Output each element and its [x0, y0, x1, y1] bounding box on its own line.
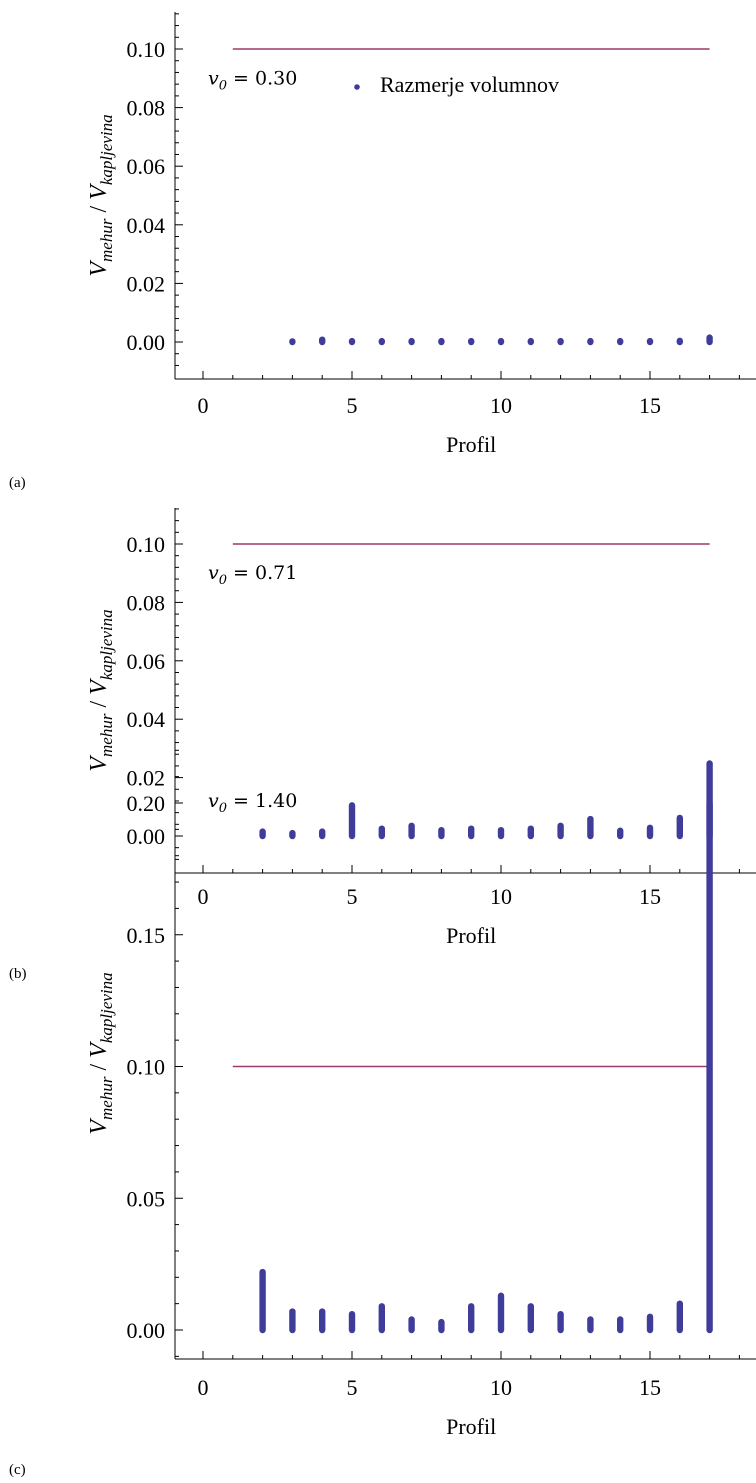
v0-annotation: v0 = 1.40 [208, 790, 297, 816]
data-point-stack [259, 828, 266, 840]
y-tick-label: 0.10 [127, 532, 166, 557]
y-tick-label: 0.08 [127, 96, 166, 121]
y-tick-label: 0.20 [127, 791, 166, 816]
y-tick-label: 0.00 [127, 330, 166, 355]
data-point-stack [468, 825, 475, 840]
y-tick-label: 0.04 [127, 707, 166, 732]
data-point-stack [646, 337, 654, 346]
panel-label: (c) [9, 1462, 26, 1478]
data-point-stack [676, 814, 683, 840]
x-tick-label: 15 [639, 393, 661, 418]
v0-annotation: v0 = 0.30 [208, 67, 297, 93]
data-point-stack [557, 1310, 564, 1334]
x-tick-label: 15 [639, 1375, 661, 1400]
data-point-stack [378, 1303, 385, 1334]
x-tick-label: 10 [490, 393, 512, 418]
x-tick-label: 5 [347, 884, 358, 909]
legend-marker [354, 84, 360, 90]
data-point-stack [557, 822, 564, 840]
y-tick-label: 0.04 [127, 213, 166, 238]
y-tick-label: 0.00 [127, 1318, 166, 1343]
data-point-stack [468, 337, 475, 346]
data-point-stack [289, 829, 296, 840]
y-tick-label: 0.05 [127, 1186, 166, 1211]
data-point-stack [348, 337, 356, 346]
svg-text:Vmehur / Vkapljevina: Vmehur / Vkapljevina [86, 114, 116, 276]
data-point-stack [319, 336, 326, 346]
chart-panel-b: 0.00 0.02 0.04 0.06 0.08 0.10 0 5 10 15 Profil Vmeh… [9, 508, 756, 982]
data-point-stack [378, 825, 385, 840]
panel-label: (a) [9, 475, 26, 491]
data-point-stack [527, 1303, 534, 1334]
data-point-stack [408, 337, 415, 346]
data-point-stack [646, 1313, 654, 1334]
data-point-stack [676, 337, 683, 346]
data-point-stack [408, 822, 415, 840]
data-point-stack [587, 1316, 594, 1334]
y-axis-label: Vmehur / Vkapljevina [86, 609, 116, 771]
data-point-stack [289, 1308, 296, 1334]
y-tick-label: 0.10 [127, 37, 166, 62]
data-point-stack [319, 828, 326, 840]
legend-label: Razmerje volumnov [380, 72, 559, 97]
data-point-stack [497, 826, 505, 840]
data-point-stack [646, 824, 654, 840]
x-tick-label: 0 [198, 393, 209, 418]
y-axis-label: Vmehur / Vkapljevina [86, 972, 116, 1134]
x-axis-label: Profil [446, 1414, 496, 1439]
x-tick-label: 10 [490, 884, 512, 909]
y-tick-label: 0.02 [127, 271, 166, 296]
y-tick-label: 0.08 [127, 590, 166, 615]
data-point-stack [497, 1292, 505, 1334]
svg-text:Vmehur / Vkapljevina: Vmehur / Vkapljevina [86, 972, 116, 1134]
x-axis-label: Profil [446, 432, 496, 457]
y-tick-label: 0.02 [127, 766, 166, 791]
data-point-stack [617, 1316, 624, 1334]
chart-panel-c: 0.00 0.05 0.10 0.15 0.20 0 5 10 15 Profil Vmehur /… [9, 748, 756, 1478]
data-point-stack [438, 337, 445, 346]
data-point-stack [557, 337, 564, 346]
data-point-stack [587, 337, 594, 346]
data-point-stack [348, 802, 356, 840]
chart-panel-a: 0.00 0.02 0.04 0.06 0.08 0.10 0 5 10 15 Profil Vmeh… [9, 12, 756, 491]
data-point-stack [289, 338, 296, 346]
x-tick-label: 15 [639, 884, 661, 909]
v0-annotation: v0 = 0.71 [208, 562, 297, 588]
data-point-stack [378, 337, 385, 346]
data-point-stack [587, 815, 594, 840]
x-tick-label: 0 [198, 884, 209, 909]
data-point-stack [497, 337, 505, 346]
y-tick-label: 0.00 [127, 824, 166, 849]
data-point-stack [438, 826, 445, 840]
x-tick-label: 10 [490, 1375, 512, 1400]
x-axis-label: Profil [446, 923, 496, 948]
data-point-stack [259, 1268, 266, 1334]
y-tick-label: 0.15 [127, 923, 166, 948]
y-tick-label: 0.06 [127, 649, 166, 674]
data-point-stack [617, 827, 624, 840]
data-point-stack [617, 337, 624, 346]
data-point-stack [438, 1318, 445, 1334]
data-point-stack [408, 1316, 415, 1334]
y-tick-label: 0.10 [127, 1055, 166, 1080]
x-tick-label: 5 [347, 1375, 358, 1400]
data-point-stack [319, 1308, 326, 1334]
data-point-stack [468, 1303, 475, 1334]
x-tick-label: 5 [347, 393, 358, 418]
panel-label: (b) [9, 966, 27, 982]
legend: Razmerje volumnov [354, 72, 559, 97]
data-point-stack [706, 334, 713, 346]
data-point-stack [527, 825, 534, 840]
svg-text:Vmehur / Vkapljevina: Vmehur / Vkapljevina [86, 609, 116, 771]
data-point-stack [706, 760, 713, 1334]
y-tick-label: 0.06 [127, 154, 166, 179]
x-tick-label: 0 [198, 1375, 209, 1400]
data-point-stack [348, 1310, 356, 1334]
y-axis-label: Vmehur / Vkapljevina [86, 114, 116, 276]
data-point-stack [527, 337, 534, 346]
data-point-stack [676, 1300, 683, 1334]
